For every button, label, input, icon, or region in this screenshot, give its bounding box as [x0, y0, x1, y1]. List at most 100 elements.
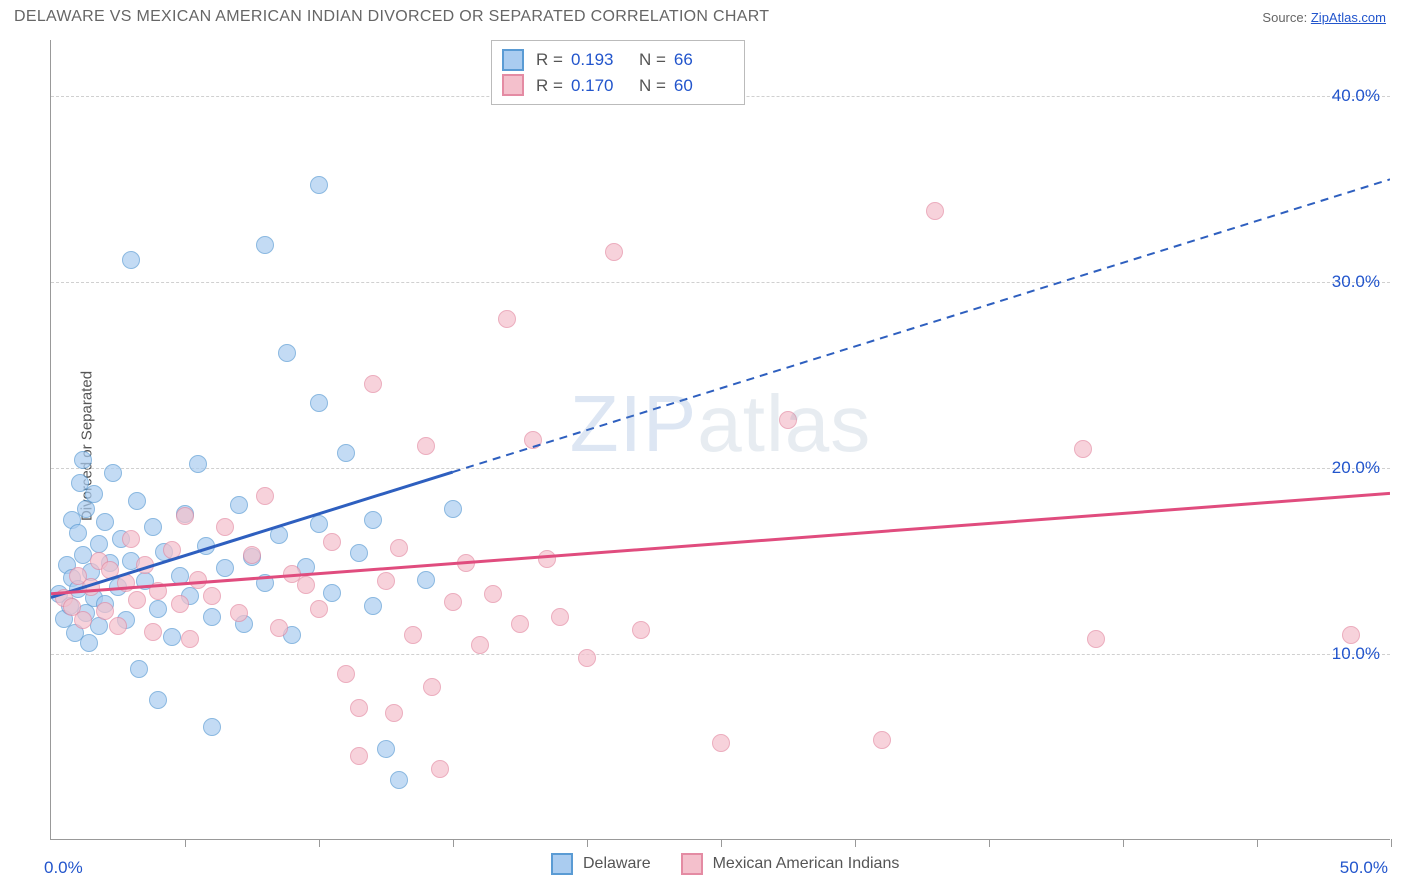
scatter-point: [189, 571, 207, 589]
stats-legend-box: R = 0.193 N = 66 R = 0.170 N = 60: [491, 40, 745, 105]
stat-n-label: N =: [639, 47, 666, 73]
scatter-point: [377, 740, 395, 758]
scatter-point: [350, 747, 368, 765]
scatter-point: [364, 597, 382, 615]
watermark: ZIPatlas: [570, 378, 871, 470]
scatter-point: [117, 574, 135, 592]
scatter-point: [189, 455, 207, 473]
scatter-point: [524, 431, 542, 449]
legend-label-1: Mexican American Indians: [713, 855, 900, 873]
scatter-point: [216, 518, 234, 536]
scatter-point: [444, 500, 462, 518]
y-tick-label: 20.0%: [1332, 458, 1380, 478]
x-origin-label: 0.0%: [44, 858, 83, 878]
x-max-label: 50.0%: [1340, 858, 1388, 878]
scatter-point: [310, 600, 328, 618]
scatter-point: [203, 587, 221, 605]
scatter-point: [130, 660, 148, 678]
scatter-point: [82, 578, 100, 596]
scatter-point: [926, 202, 944, 220]
scatter-point: [74, 451, 92, 469]
scatter-point: [181, 630, 199, 648]
scatter-point: [104, 464, 122, 482]
scatter-point: [632, 621, 650, 639]
source-label: Source:: [1262, 10, 1307, 25]
scatter-point: [163, 541, 181, 559]
scatter-point: [149, 582, 167, 600]
y-tick-label: 40.0%: [1332, 86, 1380, 106]
scatter-point: [109, 617, 127, 635]
scatter-chart: ZIPatlas R = 0.193 N = 66 R = 0.170 N = …: [50, 40, 1390, 840]
scatter-point: [122, 530, 140, 548]
scatter-point: [256, 487, 274, 505]
stat-n-label: N =: [639, 73, 666, 99]
scatter-point: [256, 574, 274, 592]
scatter-point: [128, 591, 146, 609]
scatter-point: [230, 496, 248, 514]
scatter-point: [385, 704, 403, 722]
scatter-point: [144, 518, 162, 536]
scatter-point: [203, 718, 221, 736]
scatter-point: [96, 513, 114, 531]
scatter-point: [364, 375, 382, 393]
scatter-point: [297, 576, 315, 594]
scatter-point: [337, 665, 355, 683]
scatter-point: [1087, 630, 1105, 648]
scatter-point: [80, 634, 98, 652]
scatter-point: [337, 444, 355, 462]
scatter-point: [203, 608, 221, 626]
scatter-point: [278, 344, 296, 362]
scatter-point: [90, 535, 108, 553]
scatter-point: [712, 734, 730, 752]
scatter-point: [230, 604, 248, 622]
legend-swatch-mexican: [681, 853, 703, 875]
source-attribution: Source: ZipAtlas.com: [1262, 10, 1386, 25]
legend-label-0: Delaware: [583, 855, 651, 873]
scatter-point: [256, 236, 274, 254]
legend-item-mexican: Mexican American Indians: [681, 853, 900, 875]
stats-row-mexican: R = 0.170 N = 60: [502, 73, 730, 99]
stat-n-value-1: 60: [674, 73, 730, 99]
scatter-point: [144, 623, 162, 641]
scatter-point: [444, 593, 462, 611]
scatter-point: [498, 310, 516, 328]
scatter-point: [149, 600, 167, 618]
scatter-point: [243, 546, 261, 564]
scatter-point: [163, 628, 181, 646]
scatter-point: [538, 550, 556, 568]
scatter-point: [1074, 440, 1092, 458]
scatter-point: [171, 567, 189, 585]
chart-header: DELAWARE VS MEXICAN AMERICAN INDIAN DIVO…: [0, 0, 1406, 30]
scatter-point: [310, 176, 328, 194]
scatter-point: [216, 559, 234, 577]
scatter-point: [176, 507, 194, 525]
scatter-point: [417, 437, 435, 455]
scatter-point: [310, 515, 328, 533]
swatch-delaware: [502, 49, 524, 71]
scatter-point: [128, 492, 146, 510]
scatter-point: [431, 760, 449, 778]
source-link[interactable]: ZipAtlas.com: [1311, 10, 1386, 25]
scatter-point: [390, 539, 408, 557]
chart-title: DELAWARE VS MEXICAN AMERICAN INDIAN DIVO…: [14, 8, 769, 26]
swatch-mexican: [502, 74, 524, 96]
scatter-point: [350, 699, 368, 717]
scatter-point: [136, 556, 154, 574]
scatter-point: [323, 584, 341, 602]
scatter-point: [171, 595, 189, 613]
scatter-point: [779, 411, 797, 429]
y-tick-label: 10.0%: [1332, 644, 1380, 664]
stats-row-delaware: R = 0.193 N = 66: [502, 47, 730, 73]
scatter-point: [471, 636, 489, 654]
scatter-point: [69, 524, 87, 542]
scatter-point: [551, 608, 569, 626]
scatter-point: [96, 602, 114, 620]
scatter-point: [122, 251, 140, 269]
scatter-point: [873, 731, 891, 749]
scatter-point: [74, 611, 92, 629]
scatter-point: [350, 544, 368, 562]
scatter-point: [457, 554, 475, 572]
scatter-point: [149, 691, 167, 709]
scatter-point: [417, 571, 435, 589]
scatter-point: [484, 585, 502, 603]
